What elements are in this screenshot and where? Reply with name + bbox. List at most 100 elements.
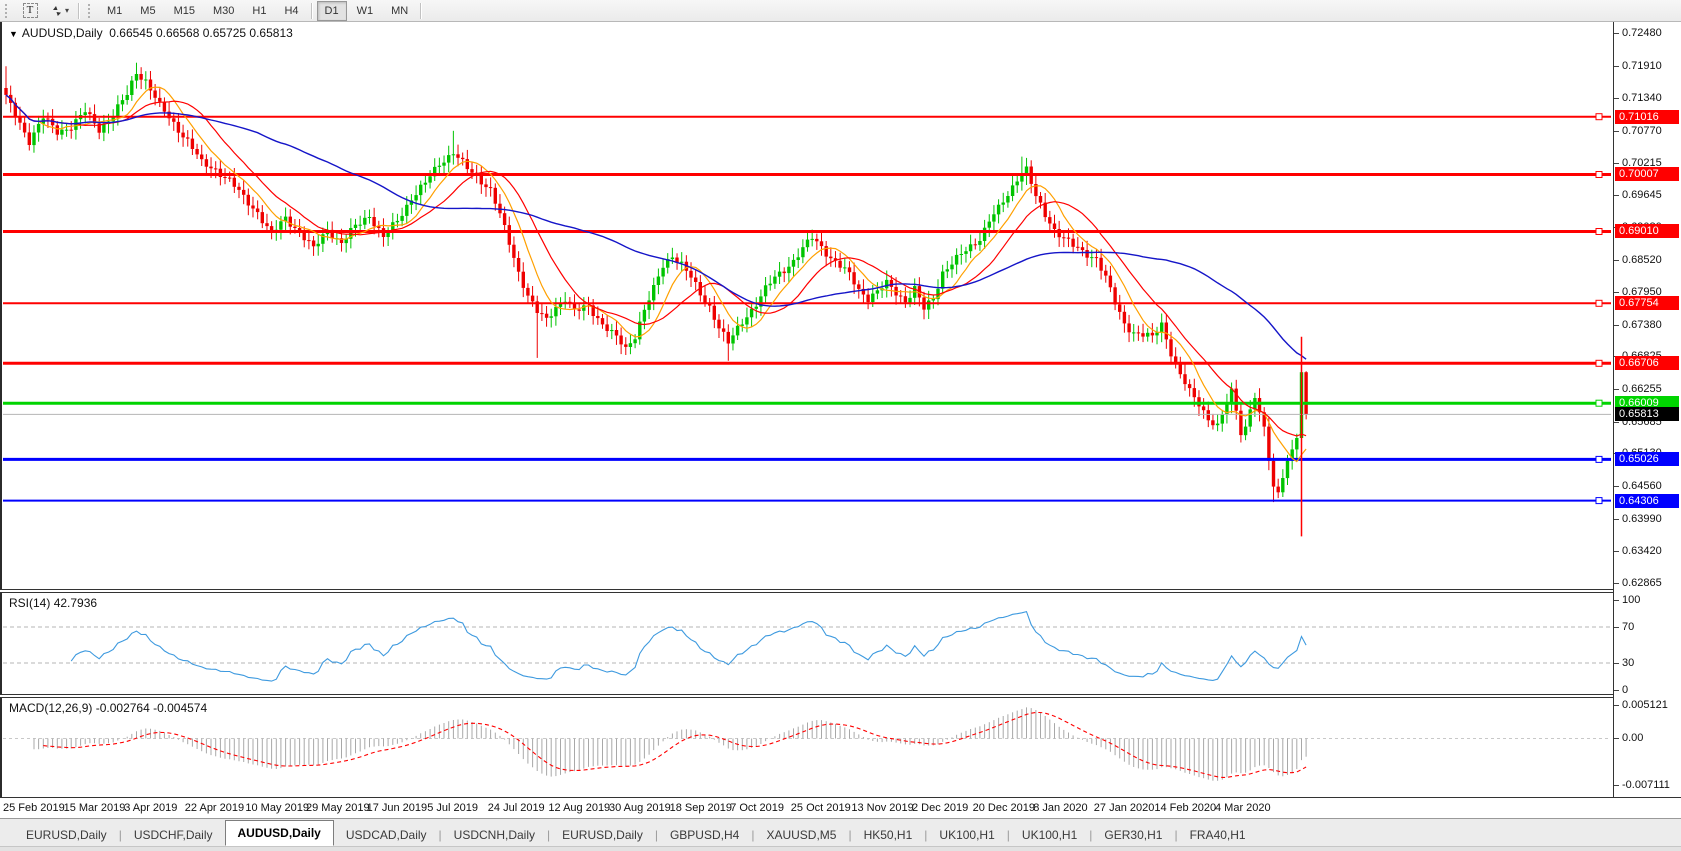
macd-values: -0.002764 -0.004574 (95, 701, 208, 715)
price-line-label: 0.66009 (1615, 396, 1679, 411)
axis-tick-mark (1614, 130, 1619, 132)
text-tool-icon: T (22, 3, 38, 18)
date-tick-label: 22 Apr 2019 (184, 802, 245, 814)
chart-tab-fra40-h1[interactable]: FRA40,H1 (1189, 828, 1246, 842)
rsi-label: RSI(14) 42.7936 (9, 596, 97, 610)
date-tick-label: 7 Oct 2019 (730, 802, 785, 814)
date-tick-label: 17 Jun 2019 (366, 802, 428, 814)
timeframe-button-m1[interactable]: M1 (107, 4, 123, 17)
axis-tick-mark (1614, 259, 1619, 261)
timeframe-button-h1[interactable]: H1 (252, 4, 267, 17)
axis-tick-label: 70 (1622, 621, 1635, 633)
price-line-label: 0.67754 (1615, 296, 1679, 311)
tab-separator: | (118, 828, 122, 842)
date-axis[interactable]: 25 Feb 2019 15 Mar 2019 3 Apr 2019 22 Apr 2… (0, 797, 1681, 818)
axis-tick-label: 0.67380 (1622, 318, 1662, 331)
date-tick-label: 25 Oct 2019 (790, 802, 851, 814)
toolbar-separator (78, 2, 80, 19)
axis-tick-mark (1614, 33, 1619, 34)
date-tick-label: 12 Aug 2019 (548, 802, 611, 814)
chart-tab-usdcnh-daily[interactable]: USDCNH,Daily (453, 828, 536, 842)
price-line-label: 0.65026 (1615, 452, 1679, 467)
axis-tick-mark (1614, 162, 1619, 164)
chart-tab-xauusd-m5[interactable]: XAUUSD,M5 (766, 828, 837, 842)
panel-separator[interactable] (0, 694, 1681, 698)
axis-tick-mark (1614, 389, 1619, 391)
chart-ohlc-readout: ▼ AUDUSD,Daily 0.66545 0.66568 0.65725 0.… (9, 26, 293, 40)
price-line-label: 0.65813 (1615, 407, 1679, 422)
price-line-label: 0.70007 (1615, 167, 1679, 182)
axis-tick-label: 100 (1622, 594, 1641, 606)
timeframe-button-h4[interactable]: H4 (284, 4, 299, 17)
tab-separator: | (924, 828, 928, 842)
timeframe-button-m5[interactable]: M5 (140, 4, 156, 17)
axis-tick-label: 0.71910 (1622, 59, 1662, 72)
axis-tick-label: -0.007111 (1622, 779, 1670, 791)
tab-separator: | (848, 828, 852, 842)
axis-tick-mark (1614, 785, 1619, 786)
chart-ohlc-values: 0.66545 0.66568 0.65725 0.65813 (109, 26, 293, 40)
axis-tick-mark (1614, 627, 1619, 628)
chart-tab-uk100-h1[interactable]: UK100,H1 (939, 828, 995, 842)
date-tick-label: 27 Jan 2020 (1093, 802, 1155, 814)
date-tick-label: 4 Mar 2020 (1215, 802, 1271, 814)
chart-tab-eurusd-daily[interactable]: EURUSD,Daily (26, 828, 107, 842)
chart-tab-gbpusd-h4[interactable]: GBPUSD,H4 (669, 828, 740, 842)
toolbar-separator (420, 2, 423, 19)
chart-tab-eurusd-daily[interactable]: EURUSD,Daily (562, 828, 643, 842)
timeframe-button-w1[interactable]: W1 (356, 4, 374, 17)
axis-tick-label: 0.68520 (1622, 253, 1662, 266)
toolbar-drag-handle[interactable] (88, 3, 94, 18)
axis-tick-label: 0.62865 (1622, 577, 1662, 589)
chart-tab-usdcad-daily[interactable]: USDCAD,Daily (345, 828, 427, 842)
axis-tick-mark (1614, 705, 1619, 706)
timeframe-button-mn[interactable]: MN (391, 4, 409, 17)
chart-tab-uk100-h1[interactable]: UK100,H1 (1021, 828, 1078, 842)
candlestick-chart-canvas[interactable] (2, 22, 1613, 589)
axis-tick-mark (1614, 421, 1619, 423)
date-tick-label: 2 Dec 2019 (912, 802, 969, 814)
main-toolbar: T ▾ M1 M5 M15 M30 H1 H4 D1 W1 MN (0, 0, 1681, 22)
rsi-value: 42.7936 (53, 596, 98, 610)
toolbar-drag-handle[interactable] (5, 3, 11, 18)
timeframe-button-m15[interactable]: M15 (173, 4, 195, 17)
toolbar-separator (310, 2, 313, 19)
axis-tick-mark (1614, 600, 1619, 601)
rsi-indicator-panel[interactable]: RSI(14) 42.7936 (0, 593, 1613, 694)
timeframe-button-d1[interactable]: D1 (316, 0, 347, 21)
date-tick-label: 25 Feb 2019 (3, 802, 65, 814)
axis-tick-label: 0.69645 (1622, 189, 1662, 202)
text-tool-button[interactable]: T (15, 1, 45, 21)
tab-separator: | (1174, 828, 1178, 842)
date-tick-label: 15 Mar 2019 (63, 802, 126, 814)
axis-tick-label: 0.00 (1622, 732, 1644, 745)
price-line-label: 0.66706 (1615, 356, 1679, 371)
date-tick-label: 29 May 2019 (306, 802, 370, 814)
axis-tick-label: 0.63990 (1622, 512, 1662, 525)
price-line-label: 0.64306 (1615, 493, 1679, 508)
date-tick-label: 13 Nov 2019 (851, 802, 914, 814)
chart-tab-audusd-daily[interactable]: AUDUSD,Daily (224, 820, 334, 846)
axis-tick-label: 0.64560 (1622, 480, 1662, 493)
macd-indicator-panel[interactable]: MACD(12,26,9) -0.002764 -0.004574 (0, 698, 1613, 797)
axis-tick-label: 0.72480 (1622, 27, 1662, 39)
rsi-chart-canvas[interactable] (2, 593, 1613, 694)
chart-tab-usdchf-daily[interactable]: USDCHF,Daily (133, 828, 213, 842)
price-axis[interactable]: 0.72480 0.71910 0.71340 0.70770 0.70215 0.696… (1613, 22, 1681, 797)
panel-separator[interactable] (0, 589, 1681, 593)
tab-separator: | (1006, 828, 1010, 842)
arrows-tool-button[interactable]: ▾ (45, 1, 75, 21)
arrows-icon (52, 5, 61, 16)
macd-chart-canvas[interactable] (2, 698, 1613, 797)
symbol-dropdown-icon[interactable]: ▼ (9, 29, 18, 39)
axis-tick-label: 0.005121 (1622, 699, 1668, 711)
dropdown-arrow-icon: ▾ (64, 6, 69, 15)
chart-tab-hk50-h1[interactable]: HK50,H1 (863, 828, 913, 842)
main-chart-panel[interactable]: ▼ AUDUSD,Daily 0.66545 0.66568 0.65725 0.… (0, 22, 1613, 589)
timeframe-button-m30[interactable]: M30 (212, 4, 235, 17)
axis-tick-mark (1614, 583, 1619, 584)
chart-symbol-label: AUDUSD,Daily (21, 26, 103, 40)
date-tick-label: 14 Feb 2020 (1154, 802, 1217, 814)
chart-tab-ger30-h1[interactable]: GER30,H1 (1104, 828, 1163, 842)
